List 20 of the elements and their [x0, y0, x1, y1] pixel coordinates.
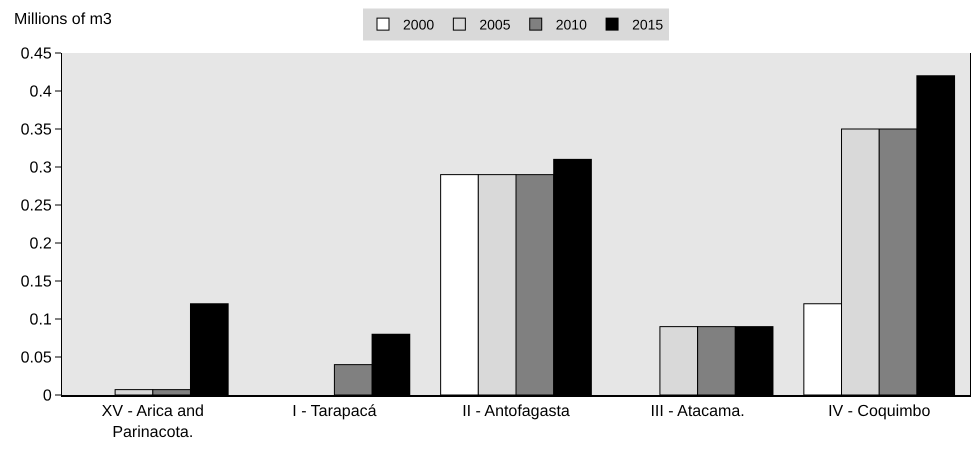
y-tick-label: 0.3 — [30, 160, 52, 177]
y-tick-label: 0.25 — [20, 198, 52, 215]
x-tick-label: II - Antofagasta — [462, 403, 570, 420]
legend-label: 2015 — [632, 16, 664, 33]
x-tick-label: XV - Arica and Parinacota. — [102, 403, 204, 441]
x-tick-label: I - Tarapacá — [292, 403, 377, 420]
y-tick-label: 0.4 — [30, 84, 52, 101]
y-tick-label: 0.35 — [20, 122, 52, 139]
x-tick-label: III - Atacama. — [650, 403, 745, 420]
legend-label: 2010 — [556, 16, 588, 33]
y-tick-label: 0.2 — [30, 236, 52, 253]
y-tick-label: 0.05 — [20, 350, 52, 367]
y-tick-label: 0.1 — [30, 312, 52, 329]
y-tick-label: 0.15 — [20, 274, 52, 291]
x-tick-label: IV - Coquimbo — [828, 403, 930, 420]
legend-label: 2005 — [479, 16, 511, 33]
y-tick-label: 0 — [42, 388, 52, 405]
y-tick-label: 0.45 — [20, 46, 52, 63]
y-axis-title: Millions of m3 — [14, 11, 112, 28]
legend-label: 2000 — [403, 16, 434, 33]
